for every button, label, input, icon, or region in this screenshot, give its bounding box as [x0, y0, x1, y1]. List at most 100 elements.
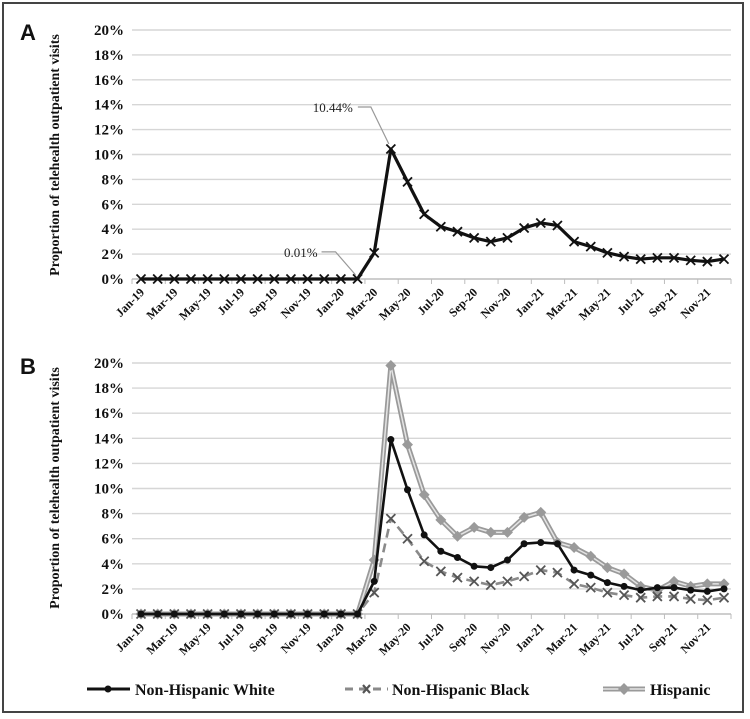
x-tick-label: Sep-19	[246, 620, 280, 654]
data-point-x-marker	[135, 273, 147, 285]
x-tick-label: Mar-21	[543, 285, 580, 322]
x-tick-label: Jul-19	[215, 620, 248, 653]
y-tick-label: 10%	[94, 148, 124, 164]
data-point-x-marker	[652, 591, 663, 602]
panel-a-y-ticks: 0% 2% 4% 6% 8% 10% 12% 14% 16% 18% 20%	[94, 23, 124, 288]
data-point-x-marker	[602, 587, 613, 598]
x-tick-label: Jul-21	[614, 620, 647, 653]
x-tick-label: Jul-19	[215, 285, 248, 318]
x-tick-label: Sep-21	[646, 285, 680, 319]
data-point-circle-marker	[170, 610, 178, 618]
data-point-diamond-marker	[701, 578, 713, 590]
series-line	[141, 147, 725, 281]
series-line-inner	[141, 364, 724, 615]
data-point-circle-marker	[287, 610, 295, 618]
panel-a-annotations: 10.44% 0.01%	[284, 100, 390, 276]
data-point-diamond-marker	[501, 526, 513, 538]
data-point-circle-marker	[270, 610, 278, 618]
x-tick-label: Sep-20	[446, 285, 480, 319]
data-point-circle-marker	[503, 556, 511, 564]
data-point-x-marker	[269, 273, 280, 285]
y-tick-label: 0%	[102, 272, 125, 288]
series-line	[141, 517, 725, 616]
y-tick-label: 6%	[102, 197, 125, 213]
data-point-diamond-marker	[451, 530, 463, 542]
x-tick-label: May-19	[176, 285, 214, 323]
data-point-circle-marker	[687, 586, 695, 594]
data-point-circle-marker	[453, 554, 461, 562]
data-point-circle-marker	[137, 610, 145, 618]
y-tick-label: 18%	[94, 381, 124, 397]
legend-marker-x-icon	[362, 684, 371, 694]
x-tick-label: Nov-20	[478, 285, 514, 321]
legend-marker-diamond-icon	[618, 683, 630, 695]
data-point-diamond-marker	[385, 360, 397, 372]
data-point-diamond-marker	[568, 541, 580, 553]
annotation-peak-value: 10.44%	[313, 100, 353, 115]
data-point-x-marker	[419, 556, 430, 567]
y-tick-label: 2%	[102, 582, 125, 598]
data-point-circle-marker	[154, 610, 162, 618]
data-point-circle-marker	[220, 610, 228, 618]
x-tick-label: Sep-21	[646, 620, 680, 654]
data-point-x-marker	[685, 593, 696, 605]
x-tick-label: Jan-20	[313, 285, 347, 319]
data-point-x-marker	[219, 273, 230, 285]
data-point-circle-marker	[603, 579, 611, 587]
x-tick-label: Mar-20	[343, 285, 380, 322]
legend-item-non-hispanic-white: Non-Hispanic White	[87, 682, 275, 699]
legend-label-hispanic: Hispanic	[650, 682, 710, 699]
panel-a-gridlines	[131, 29, 732, 284]
data-point-diamond-marker	[518, 511, 530, 523]
x-tick-label: Jul-20	[414, 285, 447, 318]
data-point-diamond-marker	[418, 489, 430, 501]
panel-b-label: B	[20, 354, 36, 379]
x-tick-label: Jan-19	[113, 285, 147, 319]
legend-item-non-hispanic-black: Non-Hispanic Black	[345, 682, 529, 699]
data-point-x-marker	[568, 236, 580, 247]
legend-label-black: Non-Hispanic Black	[392, 682, 529, 699]
x-tick-label: Nov-21	[678, 285, 714, 321]
data-point-x-marker	[552, 567, 563, 578]
data-point-x-marker	[718, 592, 730, 603]
x-tick-label: Nov-21	[678, 620, 714, 656]
data-point-diamond-marker	[435, 514, 447, 526]
data-point-x-marker	[369, 247, 380, 258]
series-non-hispanic-black	[135, 513, 730, 620]
y-tick-label: 18%	[94, 48, 124, 64]
x-tick-label: Sep-20	[446, 620, 480, 654]
data-point-x-marker	[469, 576, 480, 587]
data-point-x-marker	[385, 143, 396, 155]
data-point-x-marker	[235, 273, 247, 285]
x-tick-label: Nov-19	[278, 285, 314, 321]
data-point-circle-marker	[587, 571, 595, 579]
data-point-x-marker	[518, 222, 530, 234]
y-tick-label: 14%	[94, 431, 124, 447]
data-point-x-marker	[668, 252, 680, 263]
data-point-x-marker	[502, 576, 513, 587]
y-tick-label: 12%	[94, 456, 124, 472]
data-point-diamond-marker	[402, 439, 414, 451]
data-point-x-marker	[485, 236, 496, 247]
panel-b-series	[135, 360, 730, 620]
legend-item-hispanic: Hispanic	[603, 682, 710, 699]
data-point-x-marker	[402, 533, 413, 544]
data-point-x-marker	[352, 273, 363, 285]
y-tick-label: 8%	[102, 507, 125, 523]
data-point-x-marker	[702, 595, 713, 606]
data-point-x-marker	[202, 273, 213, 285]
data-point-x-marker	[585, 241, 596, 252]
panel-b-y-axis-label: Proportion of telehealth outpatient visi…	[48, 367, 63, 609]
x-tick-label: May-19	[176, 620, 214, 658]
data-point-x-marker	[635, 592, 646, 603]
data-point-circle-marker	[370, 577, 378, 585]
data-point-x-marker	[419, 209, 430, 220]
y-tick-label: 8%	[102, 172, 125, 188]
legend: Non-Hispanic White Non-Hispanic Black Hi…	[87, 682, 710, 699]
data-point-circle-marker	[187, 610, 195, 618]
data-point-x-marker	[618, 251, 630, 262]
data-point-x-marker	[469, 232, 480, 244]
data-point-x-marker	[485, 579, 496, 591]
data-point-x-marker	[652, 252, 663, 263]
data-point-x-marker	[718, 253, 730, 265]
